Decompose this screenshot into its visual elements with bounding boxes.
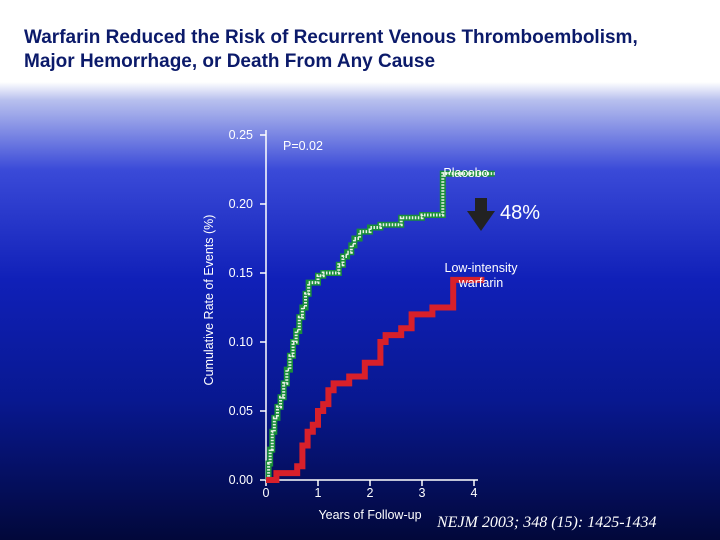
x-tick-label: 4 (471, 486, 478, 500)
x-tick-label: 0 (263, 486, 270, 500)
series-group (265, 170, 495, 483)
title-line-1: Warfarin Reduced the Risk of Recurrent V… (24, 27, 638, 48)
citation: NEJM 2003; 348 (15): 1425-1434 (437, 514, 657, 531)
y-tick-label: 0.25 (229, 128, 253, 142)
y-tick-label: 0.10 (229, 335, 253, 349)
warfarin-label-line-1: Low-intensity (445, 261, 519, 275)
warfarin-label-line-2: warfarin (458, 276, 504, 290)
arrow-head (467, 211, 495, 231)
chart-title: Warfarin Reduced the Risk of Recurrent V… (24, 26, 704, 74)
x-tick-label: 1 (315, 486, 322, 500)
reduction-arrow (467, 198, 495, 231)
p-value-annotation: P=0.02 (283, 139, 323, 153)
y-tick-label: 0.20 (229, 197, 253, 211)
placebo-label: Placebo (443, 166, 488, 180)
title-line-2: Major Hemorrhage, or Death From Any Caus… (24, 51, 436, 72)
x-ticks: 0 1 2 3 4 (263, 480, 478, 500)
x-axis-label: Years of Follow-up (318, 508, 421, 522)
placebo-curve-markers (266, 172, 495, 482)
low-intensity-warfarin-curve (266, 276, 485, 483)
x-tick-label: 2 (367, 486, 374, 500)
y-tick-label: 0.05 (229, 404, 253, 418)
arrow-shaft (475, 198, 487, 212)
y-tick-label: 0.15 (229, 266, 253, 280)
y-axis-label: Cumulative Rate of Events (%) (202, 215, 216, 386)
y-ticks: 0.00 0.05 0.10 0.15 0.20 0.25 (229, 128, 266, 487)
axes (265, 130, 478, 481)
y-tick-label: 0.00 (229, 473, 253, 487)
x-tick-label: 3 (419, 486, 426, 500)
reduction-percent: 48% (500, 202, 540, 224)
